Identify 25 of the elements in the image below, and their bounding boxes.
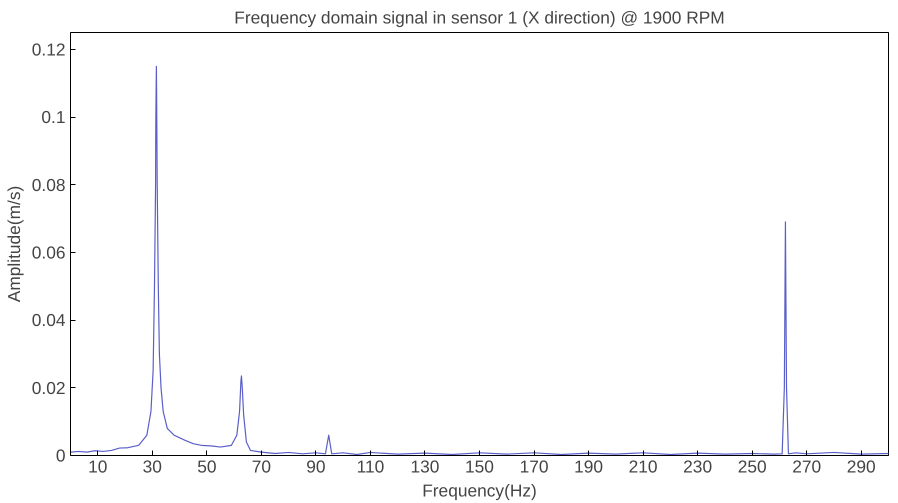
x-tick-label: 110 bbox=[356, 456, 384, 476]
x-tick-label: 270 bbox=[792, 456, 822, 476]
y-tick-label: 0.02 bbox=[32, 378, 66, 398]
x-tick-label: 130 bbox=[410, 456, 440, 476]
x-tick-label: 190 bbox=[574, 456, 604, 476]
x-tick-label: 10 bbox=[88, 456, 108, 476]
y-tick-label: 0.1 bbox=[41, 107, 66, 128]
y-axis-title: Amplitude(m/s) bbox=[4, 186, 24, 302]
x-tick-label: 30 bbox=[142, 456, 162, 476]
x-tick-label: 250 bbox=[738, 456, 767, 476]
x-tick-label: 50 bbox=[197, 456, 216, 476]
x-tick-label: 290 bbox=[846, 456, 876, 476]
y-tick-label: 0.06 bbox=[32, 242, 66, 262]
y-tick-label: 0.08 bbox=[32, 174, 66, 195]
chart-title: Frequency domain signal in sensor 1 (X direction) @ 1900 RPM bbox=[234, 8, 725, 28]
x-tick-label: 210 bbox=[628, 456, 658, 476]
x-axis-title: Frequency(Hz) bbox=[422, 480, 537, 500]
x-tick-label: 230 bbox=[683, 456, 712, 476]
y-tick-label: 0 bbox=[56, 446, 66, 466]
x-tick-label: 90 bbox=[306, 456, 326, 476]
x-tick-label: 70 bbox=[252, 456, 272, 476]
y-tick-label: 0.12 bbox=[32, 39, 66, 60]
y-tick-label: 0.04 bbox=[32, 310, 66, 330]
x-tick-label: 150 bbox=[465, 456, 494, 476]
x-tick-label: 170 bbox=[520, 456, 548, 476]
